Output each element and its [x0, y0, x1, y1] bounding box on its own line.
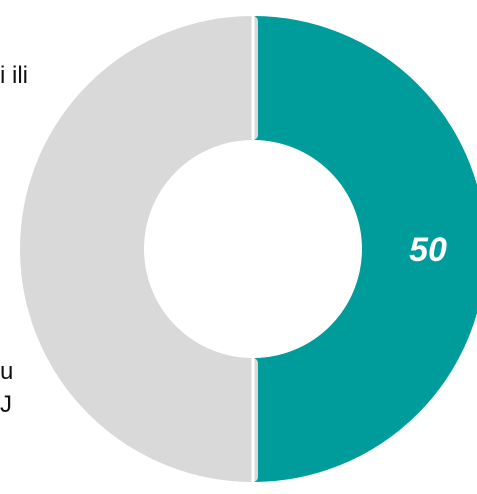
legend-text-fragment-bottom: J	[0, 391, 12, 418]
donut-slice-1	[248, 16, 477, 482]
legend-text-fragment-middle: u	[0, 358, 14, 385]
donut-slice-0	[20, 16, 258, 482]
legend-text-fragment-top: i ili	[0, 62, 28, 89]
slice-data-label-1: 50	[409, 231, 447, 269]
